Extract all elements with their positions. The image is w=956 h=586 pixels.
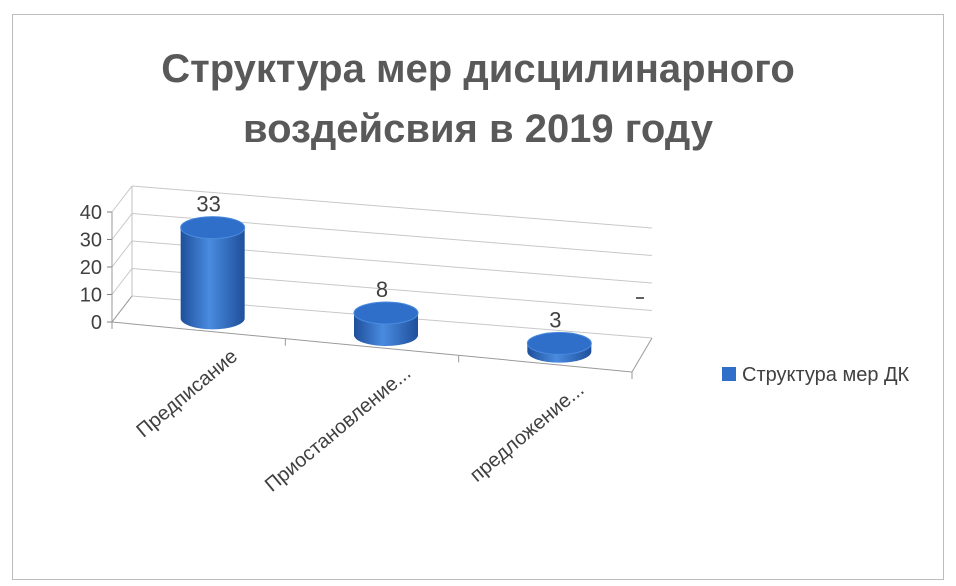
- y-tick-label: 0: [91, 312, 102, 334]
- floor-left-edge: [111, 295, 133, 323]
- chart-title-line-1: Структура мер дисцилинарного: [161, 47, 795, 91]
- category-label: Приостановление...: [261, 362, 415, 496]
- legend-swatch: [722, 367, 736, 381]
- bar-top: [180, 216, 246, 240]
- data-label: 3: [549, 307, 561, 332]
- bar: [353, 301, 419, 346]
- back-gridline: [131, 185, 653, 229]
- y-tick-label: 20: [80, 257, 102, 279]
- bar-top: [526, 331, 592, 355]
- bars: [180, 216, 592, 363]
- data-label: 33: [196, 192, 220, 217]
- bar: [526, 331, 592, 363]
- chart-title-line-2: воздейсвия в 2019 году: [243, 107, 714, 151]
- y-tick-label: 40: [80, 202, 102, 224]
- bar-body: [180, 227, 245, 330]
- y-tick-label: 10: [80, 285, 102, 307]
- side-gridline: [111, 268, 133, 295]
- legend: Структура мер ДК: [722, 364, 910, 386]
- data-label: 8: [376, 277, 388, 302]
- side-gridline: [111, 213, 133, 240]
- category-label: Предписание: [132, 345, 241, 442]
- category-labels: Предписание Приостановление... предложение…: [132, 345, 588, 496]
- y-tick-label: 30: [80, 230, 102, 252]
- axes: 0 10 20 30 40: [80, 186, 653, 379]
- side-gridline: [111, 240, 133, 268]
- bar: [180, 216, 246, 330]
- side-gridline: [111, 185, 133, 213]
- category-label: предложение...: [466, 379, 589, 487]
- legend-label: Структура мер ДК: [742, 364, 910, 386]
- bar-top: [353, 301, 419, 325]
- chart-frame: [12, 14, 944, 580]
- floor-right-edge: [631, 337, 653, 373]
- data-labels: 33 8 3: [196, 192, 561, 333]
- x-axis-front: [111, 321, 633, 373]
